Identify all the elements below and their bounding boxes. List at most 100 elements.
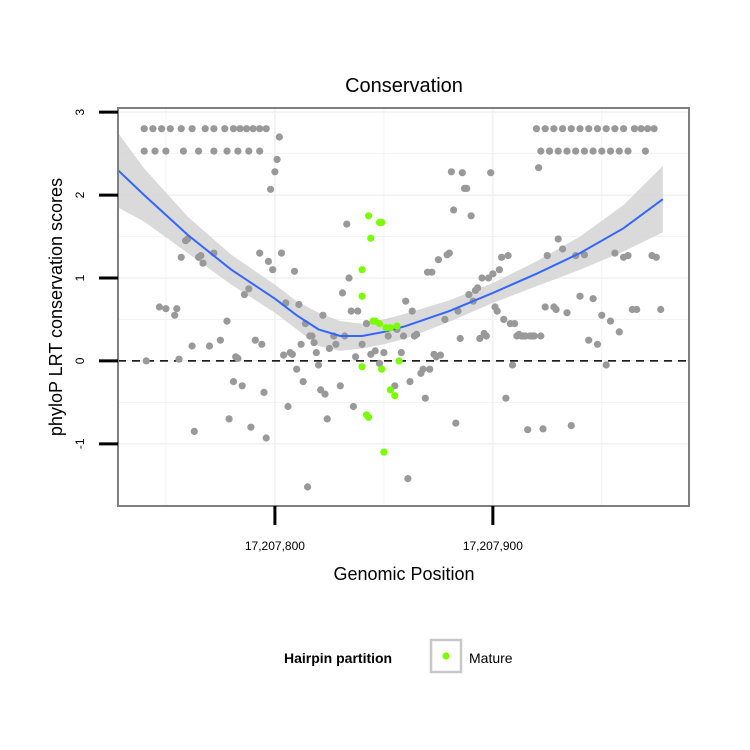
data-point-other	[563, 147, 571, 155]
y-tick-label: -1	[73, 438, 87, 449]
data-point-other	[559, 125, 567, 133]
data-point-other	[541, 303, 549, 311]
data-point-other	[572, 147, 580, 155]
data-point-other	[201, 125, 209, 133]
data-point-other	[624, 252, 632, 260]
chart-title: Conservation	[345, 75, 463, 97]
data-point-mature	[386, 386, 394, 394]
data-point-other	[249, 125, 257, 133]
data-point-other	[493, 307, 501, 315]
data-point-mature	[365, 212, 373, 220]
data-point-other	[205, 342, 214, 350]
data-point-other	[336, 382, 344, 390]
data-point-other	[175, 355, 183, 363]
data-point-other	[559, 245, 567, 253]
data-point-other	[539, 425, 547, 433]
data-point-other	[537, 147, 545, 155]
data-point-other	[537, 332, 545, 340]
data-point-other	[221, 125, 229, 133]
panel-background	[118, 108, 689, 506]
data-point-other	[158, 125, 166, 133]
data-point-other	[343, 220, 351, 228]
data-point-other	[630, 125, 639, 133]
data-point-other	[589, 295, 597, 303]
data-point-mature	[375, 320, 384, 328]
legend: Hairpin partition Mature	[284, 638, 513, 674]
data-point-other	[452, 419, 460, 427]
data-point-other	[314, 361, 323, 369]
data-point-other	[299, 378, 307, 386]
data-point-other	[271, 168, 279, 176]
x-tick-label: 17,207,800	[245, 539, 305, 553]
data-point-other	[606, 317, 615, 325]
points-other-series	[140, 125, 665, 491]
data-point-mature	[378, 218, 386, 226]
data-point-other	[615, 147, 623, 155]
data-point-other	[223, 317, 231, 325]
y-tick-label: 1	[73, 274, 87, 281]
data-point-other	[500, 315, 508, 323]
data-point-other	[256, 147, 264, 155]
data-point-other	[602, 125, 610, 133]
data-point-other	[463, 184, 471, 192]
data-point-other	[310, 339, 318, 347]
data-point-other	[210, 147, 218, 155]
smooth-trend-line	[117, 169, 664, 337]
y-axis-title: phyloP LRT conservation scores	[46, 178, 66, 436]
data-point-other	[347, 307, 355, 315]
data-point-other	[611, 125, 619, 133]
data-point-other	[256, 125, 264, 133]
data-point-other	[245, 285, 253, 293]
data-point-other	[657, 305, 665, 314]
data-point-mature	[367, 234, 375, 242]
data-point-other	[308, 332, 316, 340]
data-point-other	[550, 125, 558, 133]
data-point-other	[441, 315, 449, 323]
data-point-other	[149, 125, 157, 133]
data-point-other	[408, 307, 416, 315]
data-point-other	[445, 249, 453, 257]
data-point-other	[589, 147, 597, 155]
y-tick-label: 2	[73, 191, 87, 198]
data-point-mature	[365, 413, 373, 421]
data-point-other	[229, 378, 238, 386]
y-axis: -1 0 1 2 3	[73, 108, 118, 449]
data-point-other	[162, 305, 170, 313]
data-point-other	[487, 169, 495, 177]
data-point-other	[238, 382, 246, 390]
data-point-other	[234, 147, 242, 155]
data-point-other	[478, 274, 486, 282]
data-point-mature	[358, 292, 366, 300]
data-point-other	[504, 252, 512, 260]
data-point-other	[188, 342, 196, 350]
data-point-other	[199, 259, 207, 267]
data-point-other	[166, 125, 174, 133]
data-point-other	[312, 349, 320, 357]
data-point-other	[375, 359, 384, 367]
data-point-other	[352, 353, 360, 361]
data-point-other	[234, 354, 242, 362]
data-point-other	[280, 351, 288, 359]
data-point-other	[260, 388, 268, 396]
data-point-other	[384, 332, 392, 340]
points-mature-series	[358, 212, 403, 456]
data-point-other	[319, 311, 327, 319]
data-point-other	[593, 125, 602, 133]
data-point-other	[171, 311, 179, 319]
data-point-other	[179, 147, 187, 155]
data-point-other	[532, 125, 541, 133]
data-point-other	[267, 185, 275, 193]
data-point-other	[262, 125, 270, 133]
data-point-other	[229, 125, 238, 133]
data-point-other	[216, 336, 224, 344]
data-point-other	[510, 320, 519, 328]
data-point-other	[225, 415, 233, 423]
data-point-other	[458, 169, 466, 177]
data-point-other	[580, 251, 589, 259]
data-point-other	[406, 378, 414, 386]
data-point-other	[576, 292, 584, 300]
data-point-other	[508, 361, 517, 369]
data-point-other	[545, 147, 554, 155]
data-point-other	[554, 235, 562, 243]
data-point-other	[345, 274, 353, 282]
